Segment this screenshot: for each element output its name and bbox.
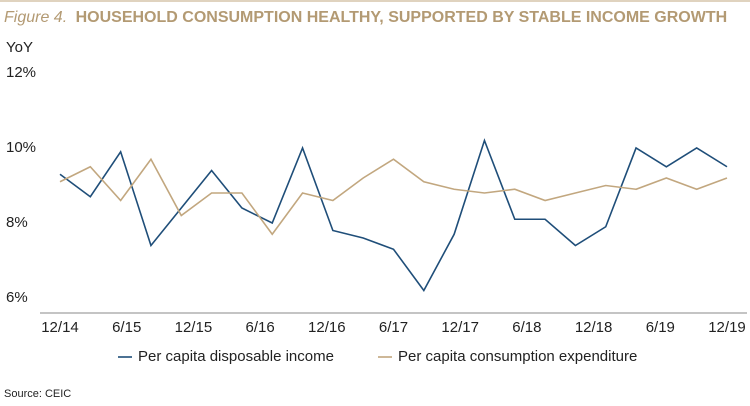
x-tick-label: 6/18 — [512, 319, 541, 336]
y-tick-label: 8% — [6, 214, 28, 231]
x-tick-label: 12/15 — [175, 319, 213, 336]
x-tick-label: 12/19 — [708, 319, 746, 336]
x-tick-label: 6/17 — [379, 319, 408, 336]
chart-title-group: Figure 4. HOUSEHOLD CONSUMPTION HEALTHY,… — [4, 9, 727, 26]
x-tick-label: 6/15 — [112, 319, 141, 336]
y-tick-label: 12% — [6, 64, 36, 81]
legend-label: Per capita disposable income — [138, 348, 334, 365]
figure-label: Figure 4. — [4, 9, 67, 26]
chart-title: HOUSEHOLD CONSUMPTION HEALTHY, SUPPORTED… — [76, 9, 728, 26]
series-line — [59, 157, 728, 236]
x-tick-label: 12/18 — [575, 319, 613, 336]
source: Source: CEIC — [4, 388, 71, 400]
series-line — [59, 138, 728, 292]
x-tick-label: 6/16 — [245, 319, 274, 336]
x-tick-label: 12/16 — [308, 319, 346, 336]
x-tick-label: 12/17 — [441, 319, 479, 336]
legend-label: Per capita consumption expenditure — [398, 348, 637, 365]
x-tick-label: 6/19 — [646, 319, 675, 336]
x-tick-label: 12/14 — [41, 319, 79, 336]
y-tick-label: 10% — [6, 139, 36, 156]
y-axis-label: YoY — [6, 39, 33, 56]
y-tick-label: 6% — [6, 289, 28, 306]
